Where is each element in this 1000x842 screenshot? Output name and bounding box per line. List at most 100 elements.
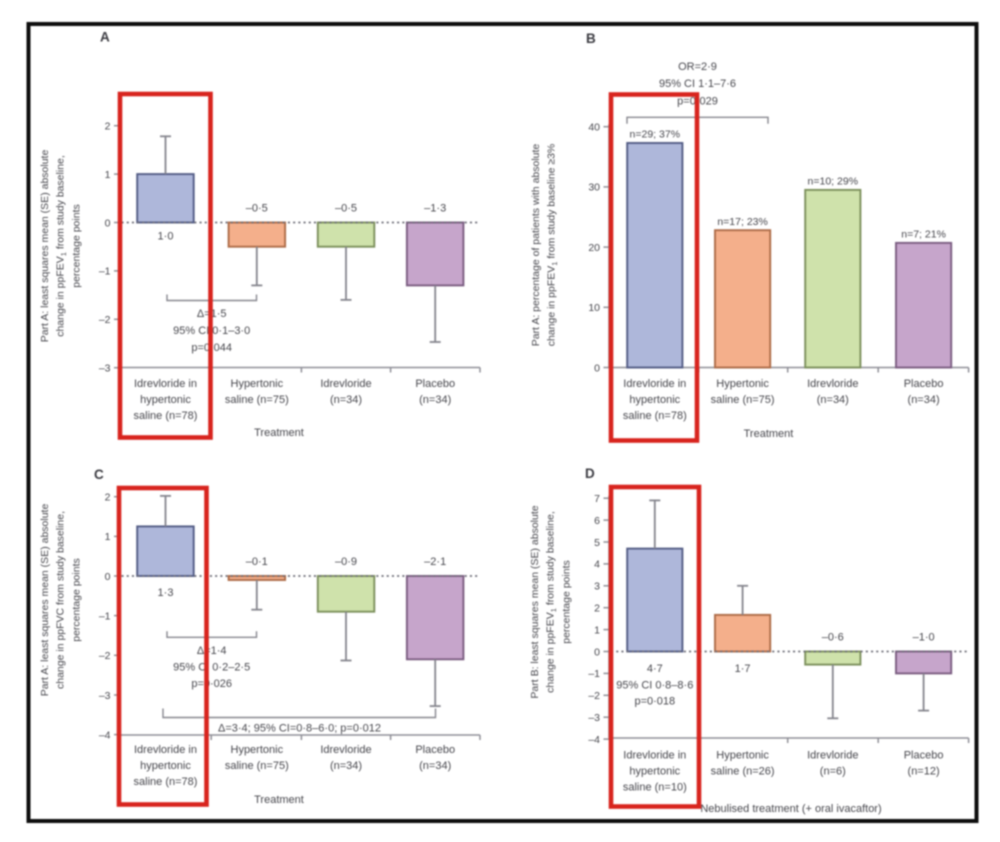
svg-text:(n=12): (n=12) [908,765,940,777]
svg-text:–0·5: –0·5 [335,203,357,215]
svg-text:Hypertonic: Hypertonic [716,750,769,762]
svg-text:Idrevloride in: Idrevloride in [623,750,686,762]
svg-text:Nebulised treatment (+ oral iv: Nebulised treatment (+ oral ivacaftor) [700,803,881,815]
svg-text:Idrevloride in: Idrevloride in [134,744,197,756]
svg-text:B: B [586,31,596,46]
svg-text:Idrevloride: Idrevloride [320,378,371,390]
svg-text:Idrevloride in: Idrevloride in [134,378,197,390]
svg-text:change in ppFEV1 from study ba: change in ppFEV1 from study baseline, [55,155,68,337]
svg-text:p=0·018: p=0·018 [634,696,675,708]
svg-text:3: 3 [594,581,600,593]
svg-text:Treatment: Treatment [744,428,794,440]
svg-text:95% CI 1·1–7·6: 95% CI 1·1–7·6 [659,78,736,90]
svg-text:Part A: least squares mean (SE: Part A: least squares mean (SE) absolute [39,504,51,697]
svg-text:–0·1: –0·1 [246,556,268,568]
svg-text:Hypertonic: Hypertonic [716,378,769,390]
svg-text:saline (n=78): saline (n=78) [134,410,198,422]
svg-text:n=10; 29%: n=10; 29% [808,176,859,188]
svg-text:–2: –2 [588,690,600,702]
svg-text:saline (n=75): saline (n=75) [225,394,289,406]
svg-text:Idrevloride: Idrevloride [320,744,371,756]
svg-text:(n=34): (n=34) [330,760,362,772]
svg-text:saline (n=78): saline (n=78) [134,776,198,788]
svg-text:Hypertonic: Hypertonic [231,744,284,756]
svg-text:p=0·026: p=0·026 [191,678,232,690]
svg-text:–3: –3 [99,363,111,375]
svg-text:C: C [94,467,104,482]
svg-text:(n=34): (n=34) [908,394,940,406]
svg-text:change in ppFEV1 from study ba: change in ppFEV1 from study baseline ≥3% [546,144,560,347]
svg-text:Placebo: Placebo [904,750,944,762]
svg-text:7: 7 [594,493,600,505]
svg-text:1: 1 [105,169,111,181]
svg-text:–2·1: –2·1 [424,556,446,568]
svg-text:–2: –2 [99,650,111,662]
svg-text:–4: –4 [588,734,600,746]
svg-text:(n=34): (n=34) [817,394,849,406]
svg-text:–0·5: –0·5 [246,203,268,215]
svg-text:Placebo: Placebo [415,378,455,390]
svg-text:–3: –3 [99,690,111,702]
svg-text:Placebo: Placebo [415,744,455,756]
svg-text:1·3: 1·3 [158,587,174,599]
svg-text:–1·3: –1·3 [424,203,446,215]
svg-text:Idrevloride in: Idrevloride in [623,378,686,390]
svg-text:20: 20 [588,242,600,254]
svg-text:n=29; 37%: n=29; 37% [630,129,681,141]
svg-text:5: 5 [594,537,600,549]
svg-text:–1: –1 [588,668,600,680]
svg-text:saline (n=78): saline (n=78) [623,410,687,422]
svg-text:change in ppFVC from study bas: change in ppFVC from study baseline, [55,511,67,689]
svg-text:0: 0 [105,217,111,229]
svg-text:Idrevloride: Idrevloride [807,378,858,390]
svg-text:6: 6 [594,515,600,527]
svg-text:saline (n=75): saline (n=75) [711,394,775,406]
svg-text:40: 40 [588,122,600,134]
svg-text:10: 10 [588,302,600,314]
svg-text:Treatment: Treatment [254,794,304,806]
svg-text:–1: –1 [99,266,111,278]
svg-text:–1·0: –1·0 [913,632,935,644]
svg-text:(n=34): (n=34) [419,760,451,772]
svg-text:saline (n=26): saline (n=26) [711,765,775,777]
svg-text:1: 1 [594,624,600,636]
svg-text:percentage points: percentage points [560,560,572,643]
svg-text:0: 0 [594,646,600,658]
svg-text:0: 0 [594,362,600,374]
svg-text:OR=2·9: OR=2·9 [678,61,717,73]
svg-text:Part A: least squares mean (SE: Part A: least squares mean (SE) absolute [39,150,51,343]
svg-text:0: 0 [105,571,111,583]
svg-text:(n=34): (n=34) [419,394,451,406]
svg-text:D: D [585,466,595,481]
svg-text:n=7; 21%: n=7; 21% [901,228,946,240]
svg-text:1: 1 [105,531,111,543]
svg-text:–2: –2 [99,314,111,326]
svg-text:2: 2 [105,121,111,133]
svg-text:95% CI 0·8–8·6: 95% CI 0·8–8·6 [616,680,693,692]
svg-text:Hypertonic: Hypertonic [231,378,284,390]
svg-text:95% CI 0·2–2·5: 95% CI 0·2–2·5 [173,662,250,674]
svg-text:A: A [100,30,110,45]
svg-text:Δ=3·4; 95% CI=0·8–6·0; p=0·012: Δ=3·4; 95% CI=0·8–6·0; p=0·012 [218,723,381,735]
svg-text:1·0: 1·0 [158,231,174,243]
svg-text:2: 2 [105,492,111,504]
svg-text:Δ=1·4: Δ=1·4 [197,645,227,657]
svg-text:saline (n=10): saline (n=10) [623,781,687,793]
svg-text:–0·9: –0·9 [335,556,357,568]
svg-text:(n=6): (n=6) [820,765,846,777]
svg-text:Treatment: Treatment [254,427,304,439]
svg-text:change in ppFEV1 from study ba: change in ppFEV1 from study baseline, [545,511,559,693]
svg-text:30: 30 [588,182,600,194]
svg-text:hypertonic: hypertonic [629,765,680,777]
svg-text:Part A: percentage of patients: Part A: percentage of patients with abso… [530,144,542,347]
svg-text:4·7: 4·7 [647,663,663,675]
svg-text:2: 2 [594,603,600,615]
svg-text:4: 4 [594,559,600,571]
svg-text:saline (n=75): saline (n=75) [225,760,289,772]
svg-text:hypertonic: hypertonic [140,760,191,772]
svg-text:1·7: 1·7 [735,663,751,675]
svg-text:Placebo: Placebo [904,378,944,390]
svg-text:–0·6: –0·6 [822,632,844,644]
svg-text:n=17; 23%: n=17; 23% [717,216,768,228]
svg-text:–1: –1 [99,610,111,622]
